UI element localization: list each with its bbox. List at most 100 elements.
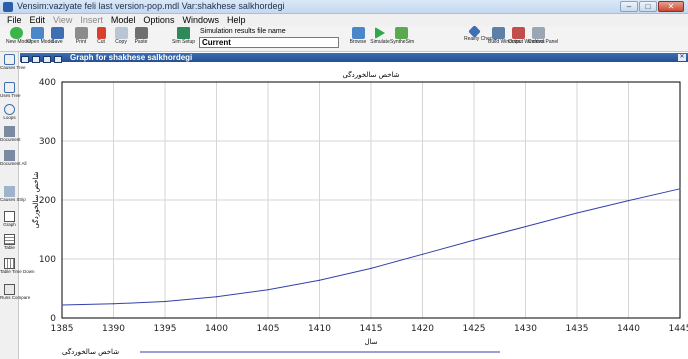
synthesim-label: SyntheSim <box>390 39 415 45</box>
document-all-tool[interactable]: Document All <box>0 150 27 166</box>
runs-compare-icon <box>4 284 15 295</box>
graph-save-icon[interactable] <box>54 56 62 63</box>
menu-edit[interactable]: Edit <box>29 15 46 25</box>
data-point <box>524 225 527 228</box>
menu-help[interactable]: Help <box>226 15 246 25</box>
control-panel-label: Control Panel <box>528 39 559 45</box>
menu-model[interactable]: Model <box>110 15 136 25</box>
x-tick-label: 1405 <box>257 324 280 334</box>
data-point <box>473 239 475 241</box>
x-tick-label: 1385 <box>51 324 74 334</box>
causes-strip-label: Causes Strip <box>0 197 26 202</box>
sim-results-input[interactable]: Current <box>199 37 339 48</box>
paste-button[interactable]: Paste <box>132 26 150 52</box>
graph-label: Graph <box>3 222 16 227</box>
paste-icon <box>134 27 148 39</box>
control-panel-button[interactable]: Control Panel <box>528 26 559 52</box>
uses-tree-tool[interactable]: Uses Tree <box>0 82 21 98</box>
new-model-icon <box>9 27 23 39</box>
browse-button[interactable]: Browse <box>346 26 370 52</box>
analysis-toolbar: Causes Tree Uses Tree Loops Document Doc… <box>0 52 35 359</box>
x-tick-label: 1410 <box>308 324 331 334</box>
data-point <box>267 289 269 291</box>
menu-options[interactable]: Options <box>143 15 175 25</box>
data-point <box>164 300 166 303</box>
data-point <box>112 303 115 305</box>
uses-tree-label: Uses Tree <box>0 93 21 98</box>
main-toolbar: New Model Open Model Save Print Cut Copy… <box>0 25 688 52</box>
y-tick-label: 200 <box>39 196 56 206</box>
loops-icon <box>4 104 15 115</box>
save-disk-icon <box>50 27 64 39</box>
open-folder-icon <box>30 27 44 39</box>
data-point <box>679 188 681 190</box>
graph-window-title: Graph for shakhese salkhordegi <box>70 53 193 62</box>
document-all-icon <box>4 150 15 161</box>
causes-strip-tool[interactable]: Causes Strip <box>0 186 26 202</box>
data-point <box>421 253 424 255</box>
y-axis-label: شاخص سالخوردگی <box>31 171 40 228</box>
graph-window-close-button[interactable]: ✕ <box>678 54 686 61</box>
output-windows-button[interactable]: Output Windows <box>508 26 545 52</box>
minimize-button[interactable]: – <box>620 1 638 12</box>
y-tick-label: 400 <box>39 78 56 88</box>
save-label: Save <box>51 39 63 45</box>
menu-windows[interactable]: Windows <box>182 15 219 25</box>
runs-compare-tool[interactable]: Runs Compare <box>0 284 30 300</box>
table-time-down-icon <box>4 258 15 269</box>
copy-label: Copy <box>115 39 127 45</box>
legend-label: شاخص سالخوردگی <box>62 347 119 356</box>
causes-tree-icon <box>4 54 15 65</box>
x-tick-label: 1395 <box>154 324 177 334</box>
close-button[interactable]: ✕ <box>658 1 684 12</box>
sim-setup-button[interactable]: Sim Setup <box>172 26 195 52</box>
data-point <box>576 212 578 214</box>
graph-tool[interactable]: Graph <box>0 211 19 227</box>
y-tick-label: 0 <box>50 314 56 324</box>
build-window-icon <box>491 27 505 39</box>
window-title: Vensim:vaziyate feli last version-pop.md… <box>17 1 285 11</box>
table-time-down-label: Table Time Down <box>0 269 35 274</box>
simulate-button[interactable]: Simulate <box>370 26 390 52</box>
cut-button[interactable]: Cut <box>93 26 109 52</box>
table-time-down-tool[interactable]: Table Time Down <box>0 258 35 274</box>
document-tool[interactable]: Document <box>0 126 21 142</box>
synthesim-button[interactable]: SyntheSim <box>390 26 415 52</box>
plot-frame <box>61 81 681 319</box>
table-tool[interactable]: Table <box>0 234 19 250</box>
menu-view[interactable]: View <box>53 15 73 25</box>
data-point <box>215 296 218 298</box>
new-model-button[interactable]: New Model <box>6 26 31 52</box>
graph-window-titlebar: Graph for shakhese salkhordegi ✕ <box>20 53 688 63</box>
graph-copy-icon[interactable] <box>32 56 40 63</box>
open-model-button[interactable]: Open Model <box>27 26 55 52</box>
copy-button[interactable]: Copy <box>112 26 130 52</box>
y-tick-label: 300 <box>39 137 56 147</box>
browse-label: Browse <box>349 39 367 45</box>
x-tick-label: 1415 <box>360 324 383 334</box>
document-all-label: Document All <box>0 161 27 166</box>
graph-lock-icon[interactable] <box>21 56 29 63</box>
causes-tree-tool[interactable]: Causes Tree <box>0 54 26 70</box>
loops-tool[interactable]: Loops <box>0 104 19 120</box>
open-model-label: Open Model <box>27 39 55 45</box>
save-button[interactable]: Save <box>48 26 66 52</box>
build-windows-button[interactable]: Build Windows <box>488 26 521 52</box>
cut-label: Cut <box>97 39 105 45</box>
menu-insert[interactable]: Insert <box>80 15 103 25</box>
data-point <box>318 279 321 281</box>
menu-file[interactable]: File <box>7 15 22 25</box>
uses-tree-icon <box>4 82 15 93</box>
menu-bar: File Edit View Insert Model Options Wind… <box>0 14 688 26</box>
printer-icon <box>74 27 88 39</box>
paste-label: Paste <box>134 39 148 45</box>
x-tick-label: 1440 <box>617 324 640 334</box>
maximize-button[interactable]: □ <box>639 1 657 12</box>
data-point <box>627 199 630 202</box>
build-windows-label: Build Windows <box>488 39 521 45</box>
print-button[interactable]: Print <box>72 26 90 52</box>
graph-print-icon[interactable] <box>43 56 51 63</box>
pi-sim-setup-icon <box>176 27 190 39</box>
graph-window-tools <box>21 54 67 63</box>
reality-checks-button[interactable]: Reality Checks <box>464 25 497 52</box>
